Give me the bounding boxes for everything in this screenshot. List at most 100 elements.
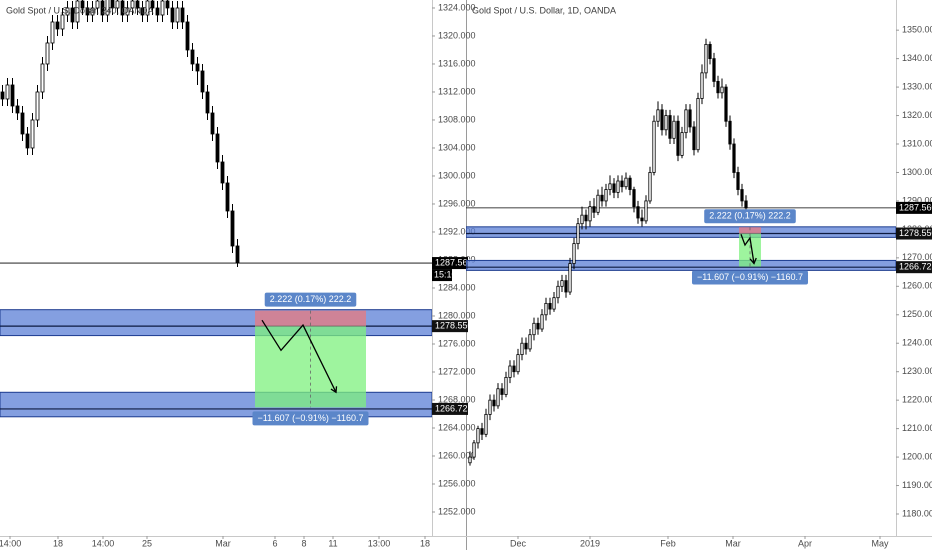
x-tick-label: 14:00 [92, 538, 115, 548]
candle-body [508, 365, 512, 378]
candle-body [185, 21, 190, 51]
y-tick-label: 1260.000 [438, 450, 476, 460]
zone [466, 259, 896, 271]
candle-body [620, 180, 624, 188]
y-tick-label: 1310.000 [902, 138, 932, 148]
candle-body [644, 200, 648, 222]
y-tick-label: 1324.000 [438, 2, 476, 12]
x-tick-label: Dec [510, 538, 527, 548]
candle-body [195, 63, 200, 72]
projection-path [261, 319, 337, 393]
candle-body [165, 0, 170, 9]
candle-body [520, 342, 524, 356]
candle-body [744, 200, 748, 209]
candle-body [220, 161, 225, 184]
y-tick-label: 1272.000 [438, 366, 476, 376]
candle-body [680, 132, 684, 156]
candle-body [70, 7, 75, 23]
y-tick-label: 1296.000 [438, 198, 476, 208]
candle-body [488, 399, 492, 415]
y-tick-label: 1312.000 [438, 86, 476, 96]
candle-body [0, 91, 5, 100]
candle-body [632, 189, 636, 208]
zone [466, 226, 896, 238]
position-label-bg [704, 209, 796, 224]
price-tag: 1266.723 [899, 262, 932, 272]
candle-body [684, 109, 688, 134]
y-tick-label: 1280.000 [438, 310, 476, 320]
price-tag-bg [432, 320, 468, 333]
candle-body [652, 120, 656, 173]
candle-body [15, 105, 20, 114]
candle-body [40, 63, 45, 93]
projection-path [740, 234, 755, 264]
candle-body [20, 112, 25, 135]
y-tick-label: 1290.000 [902, 195, 932, 205]
y-tick-label: 1264.000 [438, 422, 476, 432]
candle-body [616, 180, 620, 193]
candle-body [492, 399, 496, 407]
candle-body [628, 177, 632, 190]
price-tag-bg [896, 201, 932, 214]
candle-body [604, 189, 608, 202]
y-tick-label: 1190.000 [902, 480, 932, 490]
candle-body [568, 263, 572, 293]
candle-body [584, 214, 588, 222]
candle-body [150, 0, 155, 9]
candle-body [672, 120, 676, 139]
candle-body [516, 354, 520, 373]
candle-body [732, 143, 736, 173]
candle-body [716, 80, 720, 94]
price-tag: 1287.560 [899, 202, 932, 212]
candle-body [640, 217, 644, 222]
y-tick-label: 1276.000 [438, 338, 476, 348]
candle-body [175, 7, 180, 23]
candle-body [660, 109, 664, 131]
candle-body [552, 297, 556, 310]
y-tick-label: 1210.000 [902, 423, 932, 433]
candle-body [110, 0, 115, 9]
y-tick-label: 1250.000 [902, 309, 932, 319]
y-tick-label: 1316.000 [438, 58, 476, 68]
candle-body [480, 428, 484, 435]
candle-body [656, 109, 660, 122]
position-label-bg [691, 270, 809, 285]
candle-body [105, 0, 110, 16]
y-tick-label: 1240.000 [902, 338, 932, 348]
candle-body [180, 7, 185, 23]
candle-body [548, 302, 552, 310]
candle-body [80, 0, 85, 9]
y-tick-label: 1350.000 [902, 25, 932, 35]
candle-body [708, 43, 712, 60]
y-tick-label: 1292.000 [438, 226, 476, 236]
candle-body [30, 119, 35, 149]
candle-body [512, 365, 516, 373]
chart-title: Gold Spot / U.S. Dollar, 1D, OANDA [472, 5, 616, 15]
candle-body [120, 0, 125, 16]
candle-body [536, 322, 540, 330]
x-tick-label: 18 [420, 538, 430, 548]
candle-body [95, 0, 100, 9]
candle-body [700, 72, 704, 99]
y-tick-label: 1304.000 [438, 142, 476, 152]
y-tick-label: 1340.000 [902, 53, 932, 63]
candle-body [85, 7, 90, 16]
price-tag-bg [432, 402, 468, 415]
candle-body [25, 133, 30, 149]
x-tick-label: Feb [660, 538, 676, 548]
countdown: 15:10 [434, 269, 457, 279]
candle-body [140, 7, 145, 16]
y-tick-label: 1320.000 [902, 110, 932, 120]
zone [0, 309, 432, 337]
candle-body [572, 243, 576, 264]
candle-body [35, 91, 40, 121]
candle-body [65, 7, 70, 16]
candle-body [724, 86, 728, 122]
candle-body [90, 7, 95, 16]
candle-body [736, 172, 740, 190]
candle-body [200, 70, 205, 93]
countdown-bg [432, 269, 452, 282]
candle-body [556, 285, 560, 299]
x-tick-label: Mar [725, 538, 741, 548]
